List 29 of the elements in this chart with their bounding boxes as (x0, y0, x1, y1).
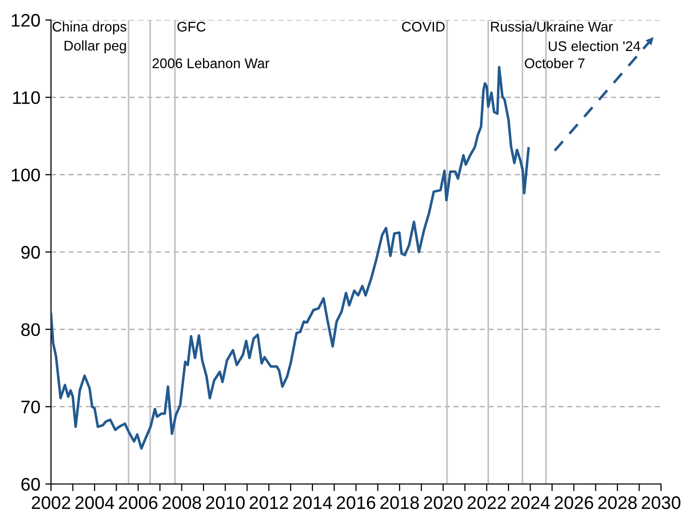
x-tick-label: 2014 (293, 496, 332, 510)
ref-line-label: China drops Dollar peg (52, 21, 126, 54)
x-tick-label: 2008 (162, 496, 202, 510)
y-tick-label: 120 (12, 14, 40, 27)
x-tick-label: 2022 (468, 496, 506, 510)
x-tick-label: 2012 (250, 496, 288, 510)
y-tick-label: 110 (13, 91, 40, 104)
y-tick-label: 80 (21, 323, 40, 336)
y-tick-label: 70 (21, 400, 40, 414)
y-tick-label: 60 (21, 478, 40, 491)
ref-line-label: 2006 Lebanon War (152, 58, 270, 68)
x-tick-label: 2002 (32, 496, 70, 510)
x-tick-label: 2006 (118, 496, 158, 510)
x-tick-label: 2018 (380, 496, 419, 510)
x-tick-label: 2016 (336, 496, 376, 510)
ref-line-label: Russia/Ukraine War (491, 21, 613, 32)
x-tick-label: 2030 (642, 496, 680, 510)
x-tick-label: 2004 (75, 496, 114, 510)
ref-line-label: October 7 (524, 58, 584, 68)
x-tick-label: 2026 (554, 496, 594, 510)
x-tick-label: 2028 (598, 496, 637, 510)
y-tick-label: 90 (21, 246, 40, 259)
ref-line-label: GFC (177, 22, 206, 32)
ref-line-label: US election '24 (548, 40, 640, 52)
x-tick-label: 2024 (511, 496, 550, 510)
x-tick-label: 2020 (424, 496, 463, 510)
y-tick-label: 100 (12, 168, 40, 182)
ref-line-label: COVID (402, 22, 445, 32)
x-tick-label: 2010 (206, 496, 245, 510)
